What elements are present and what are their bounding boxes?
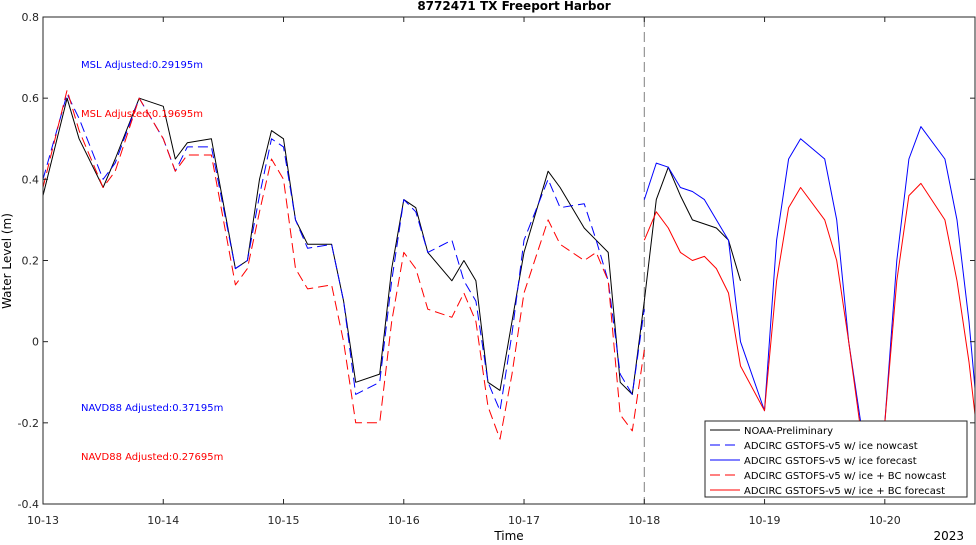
legend-box (704, 420, 968, 498)
chart-title: 8772471 TX Freeport Harbor (417, 0, 610, 13)
datum-annotation: NAVD88 Adjusted:0.37195m (81, 403, 223, 414)
datum-annotation: NAVD88 Adjusted:0.27695m (81, 452, 223, 463)
x-tick-label: 10-16 (388, 514, 420, 527)
x-axis-label: Time (493, 529, 523, 541)
x-tick-label: 10-19 (749, 514, 781, 527)
y-axis-label: Water Level (m) (0, 213, 14, 309)
legend-label: ADCIRC GSTOFS-v5 w/ ice + BC forecast (744, 486, 945, 497)
legend-label: ADCIRC GSTOFS-v5 w/ ice nowcast (744, 441, 918, 452)
series-line-4 (43, 89, 645, 440)
x-tick-label: 10-15 (268, 514, 300, 527)
x-tick-label: 10-17 (508, 514, 540, 527)
x-tick-label: 10-20 (869, 514, 901, 527)
y-tick-label: -0.2 (18, 417, 39, 430)
legend-label: NOAA-Preliminary (744, 426, 833, 437)
series-line-1 (43, 97, 741, 395)
series-line-5 (643, 182, 975, 432)
y-tick-label: 0.6 (22, 92, 40, 105)
series-line-3 (643, 126, 975, 424)
y-tick-label: 0.2 (22, 255, 40, 268)
y-tick-label: 0.8 (22, 11, 40, 24)
y-tick-label: 0 (32, 336, 39, 349)
x-tick-label: 10-18 (628, 514, 660, 527)
datum-annotation: MSL Adjusted:0.19695m (81, 109, 203, 120)
legend-label: ADCIRC GSTOFS-v5 w/ ice forecast (744, 456, 917, 467)
x-year-label: 2023 (933, 529, 964, 541)
x-tick-label: 10-14 (147, 514, 179, 527)
x-tick-label: 10-13 (27, 514, 59, 527)
y-tick-label: -0.4 (18, 498, 39, 511)
datum-annotation: MSL Adjusted:0.29195m (81, 60, 203, 71)
y-tick-label: 0.4 (22, 173, 40, 186)
legend-label: ADCIRC GSTOFS-v5 w/ ice + BC nowcast (744, 471, 946, 482)
